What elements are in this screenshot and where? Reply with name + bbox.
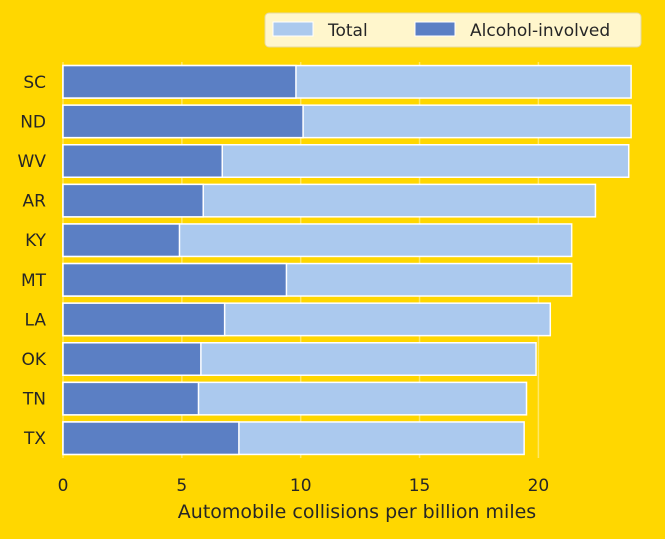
- bar-alcohol-ky: [62, 223, 181, 258]
- bar-alcohol-mt: [62, 262, 288, 297]
- bar-alcohol-ar: [62, 183, 204, 218]
- x-tick-label: 10: [290, 476, 312, 496]
- legend-label: Total: [327, 21, 368, 41]
- y-tick-label: KY: [25, 231, 47, 251]
- bar-alcohol-la: [62, 302, 226, 337]
- x-axis-label: Automobile collisions per billion miles: [178, 501, 536, 523]
- bar-alcohol-wv: [62, 144, 224, 178]
- x-tick-labels: 0 5 10 15 20: [58, 476, 550, 496]
- legend-swatch: [272, 21, 314, 37]
- bar-alcohol-tx: [62, 421, 240, 456]
- y-tick-label: LA: [25, 310, 47, 330]
- legend: Total Alcohol-involved: [264, 12, 642, 48]
- bars: [62, 64, 632, 456]
- legend-swatch: [414, 21, 456, 37]
- y-tick-label: MT: [21, 271, 47, 291]
- x-tick-label: 0: [58, 476, 69, 496]
- x-tick-label: 5: [176, 476, 187, 496]
- y-tick-label: TN: [22, 390, 46, 410]
- x-tick-label: 15: [409, 476, 431, 496]
- bar-alcohol-sc: [62, 64, 297, 99]
- y-tick-label: OK: [21, 350, 46, 370]
- y-tick-labels: SC ND WV AR KY MT LA OK TN TX: [18, 73, 47, 449]
- x-tick-label: 20: [528, 476, 550, 496]
- legend-label: Alcohol-involved: [470, 21, 610, 41]
- bar-alcohol-nd: [62, 104, 304, 139]
- bar-alcohol-ok: [62, 342, 202, 376]
- y-tick-label: ND: [20, 112, 46, 132]
- y-tick-label: TX: [23, 429, 46, 449]
- y-tick-label: WV: [18, 152, 47, 172]
- y-tick-label: SC: [23, 73, 46, 93]
- y-tick-label: AR: [23, 192, 47, 212]
- bar-alcohol-tn: [62, 381, 200, 416]
